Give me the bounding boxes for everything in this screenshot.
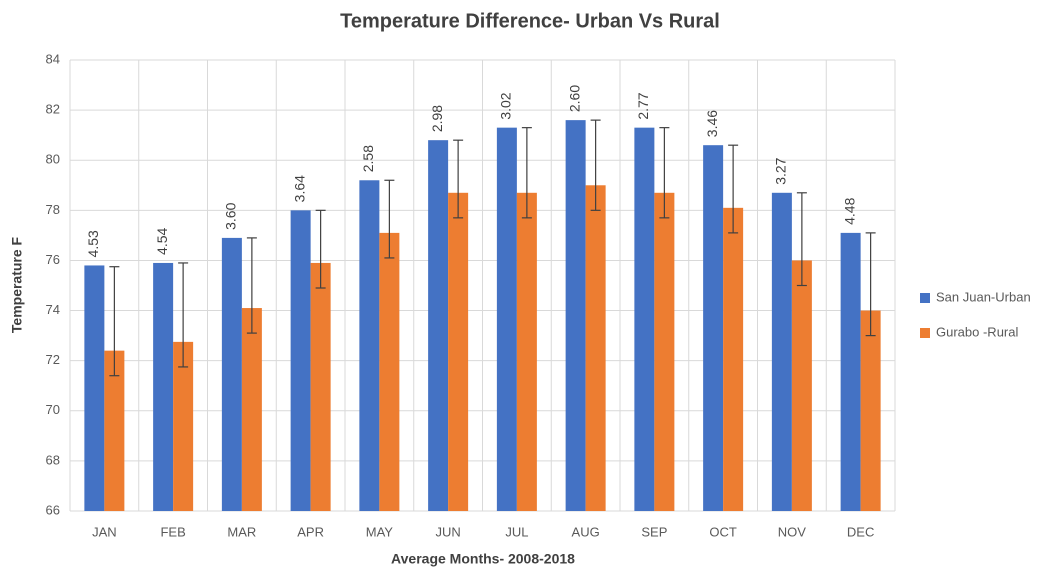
data-label: 3.02 <box>498 92 514 119</box>
x-tick-label: APR <box>297 524 324 539</box>
error-bar <box>521 127 532 219</box>
bar <box>703 145 724 511</box>
x-tick-label: MAR <box>227 524 256 539</box>
y-tick-label: 84 <box>46 51 60 66</box>
error-bar <box>865 232 876 337</box>
data-label: 4.54 <box>154 227 170 254</box>
x-tick-label: AUG <box>572 524 600 539</box>
bar <box>221 237 242 511</box>
bar <box>860 310 881 511</box>
y-axis-title: Temperature F <box>9 236 25 333</box>
legend-label: Gurabo -Rural <box>936 324 1018 339</box>
y-tick-label: 82 <box>46 102 60 117</box>
y-tick-label: 68 <box>46 452 60 467</box>
error-bar <box>246 237 257 334</box>
x-tick-label: JUN <box>435 524 460 539</box>
error-bar <box>796 192 807 287</box>
error-bar <box>590 119 601 211</box>
chart-title: Temperature Difference- Urban Vs Rural <box>340 10 720 32</box>
error-bar <box>659 127 670 219</box>
bar <box>496 127 517 512</box>
x-tick-label: DEC <box>847 524 874 539</box>
data-label: 4.53 <box>85 230 101 257</box>
bar <box>771 192 792 512</box>
error-bar <box>178 262 189 368</box>
bar <box>173 341 194 511</box>
bar <box>448 192 469 512</box>
error-bar <box>453 139 464 219</box>
error-bar <box>315 209 326 289</box>
y-tick-label: 70 <box>46 402 60 417</box>
bar <box>84 265 105 511</box>
x-tick-label: FEB <box>160 524 185 539</box>
bar <box>241 308 262 511</box>
x-tick-label: JAN <box>92 524 117 539</box>
x-tick-label: MAY <box>366 524 394 539</box>
bar <box>359 180 380 511</box>
y-tick-label: 80 <box>46 152 60 167</box>
error-bar <box>728 144 739 234</box>
bar <box>153 262 174 511</box>
bar <box>310 262 331 511</box>
y-tick-label: 74 <box>46 302 60 317</box>
error-bar <box>109 266 120 377</box>
data-label: 2.77 <box>635 92 651 119</box>
data-label: 4.48 <box>841 197 857 224</box>
bar <box>516 192 537 512</box>
data-label: 3.27 <box>773 157 789 184</box>
legend-label: San Juan-Urban <box>936 289 1031 304</box>
legend-swatch <box>920 328 930 338</box>
error-bar <box>384 179 395 259</box>
bar <box>379 232 400 511</box>
data-label: 2.98 <box>429 105 445 132</box>
x-tick-label: NOV <box>778 524 807 539</box>
bar <box>428 140 449 511</box>
bar <box>585 185 606 511</box>
legend-swatch <box>920 293 930 303</box>
bar <box>840 232 861 511</box>
data-label: 3.64 <box>291 175 307 202</box>
y-tick-label: 72 <box>46 352 60 367</box>
y-tick-label: 78 <box>46 202 60 217</box>
bar <box>290 210 311 512</box>
x-tick-label: SEP <box>641 524 667 539</box>
bar <box>723 207 744 512</box>
bar <box>654 192 675 512</box>
data-label: 3.60 <box>223 202 239 229</box>
data-label: 3.46 <box>704 110 720 137</box>
bar <box>104 350 125 511</box>
data-label: 2.60 <box>566 85 582 112</box>
x-tick-label: OCT <box>709 524 737 539</box>
data-label: 2.58 <box>360 145 376 172</box>
bar <box>634 127 655 512</box>
x-axis-title: Average Months- 2008-2018 <box>391 551 575 567</box>
y-tick-label: 66 <box>46 502 60 517</box>
x-tick-label: JUL <box>505 524 528 539</box>
bar <box>791 260 812 511</box>
y-tick-label: 76 <box>46 252 60 267</box>
bar <box>565 120 586 511</box>
